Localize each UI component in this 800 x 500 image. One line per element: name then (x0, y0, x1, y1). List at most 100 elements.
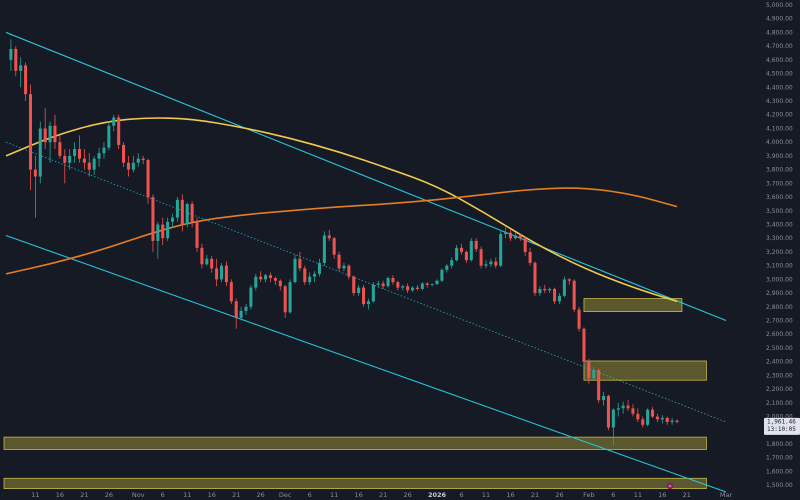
candle-body (567, 279, 571, 281)
candle (73, 142, 77, 163)
candle (548, 287, 552, 294)
candle-body (151, 197, 155, 241)
candle-body (587, 361, 591, 379)
candle-body (156, 224, 160, 241)
price-tag-price: 1,961.46 (767, 418, 796, 425)
price-axis[interactable]: 5,000.00 4,900.00 4,800.00 4,700.00 4,600.00… (766, 2, 793, 489)
candle-body (268, 275, 273, 278)
candle (494, 257, 498, 269)
candle-body (508, 232, 513, 239)
candle-body (631, 408, 635, 414)
candle-body (445, 265, 449, 270)
y-tick-label: 4,100.00 (766, 125, 793, 132)
candle (543, 284, 547, 294)
candle-body (73, 149, 77, 156)
candle (587, 358, 591, 384)
candle (415, 284, 419, 291)
candle-body (557, 295, 561, 302)
candle (425, 282, 429, 288)
candle-body (381, 283, 385, 287)
x-tick-label: 21 (683, 491, 691, 499)
candle (553, 287, 557, 305)
candle-body (308, 276, 312, 283)
candle-body (474, 240, 478, 250)
time-axis[interactable]: 11 16 21 26 Nov 6 11 16 21 26 Dec 6 11 16 21 26 2026 6 11 1… (31, 491, 732, 499)
candle-body (636, 413, 640, 420)
support-resistance-zone (3, 436, 707, 450)
candle (63, 149, 67, 184)
x-tick-label: 11 (482, 491, 490, 499)
moving-averages-layer (5, 117, 678, 303)
y-tick-label: 4,000.00 (766, 139, 793, 146)
candle-body (293, 258, 297, 283)
candle-body (43, 128, 47, 143)
y-tick-label: 1,800.00 (766, 441, 793, 448)
y-tick-label: 2,100.00 (766, 400, 793, 407)
candle-body (616, 408, 620, 410)
x-tick-label: 16 (506, 491, 514, 499)
candle (450, 257, 454, 269)
candle (474, 238, 478, 252)
candle-body (264, 275, 268, 280)
candle (146, 158, 150, 204)
x-tick-label: 26 (555, 491, 563, 499)
candle-body (24, 65, 28, 95)
candles-layer[interactable] (9, 39, 679, 446)
y-tick-label: 2,600.00 (766, 331, 793, 338)
candle (562, 276, 566, 298)
candle (567, 277, 571, 285)
x-tick-label: 11 (330, 491, 338, 499)
channel-line (5, 31, 727, 322)
candle-body (244, 306, 248, 311)
y-tick-label: 2,000.00 (766, 414, 793, 421)
y-tick-label: 1,600.00 (766, 468, 793, 475)
candle (675, 419, 679, 424)
candle (655, 413, 659, 423)
candle (249, 284, 253, 310)
y-tick-label: 3,200.00 (766, 249, 793, 256)
candle-body (126, 162, 130, 170)
candle-body (327, 235, 331, 239)
candle-body (469, 240, 473, 261)
candle-body (450, 260, 454, 266)
candle (234, 298, 238, 329)
candle (210, 256, 214, 273)
candle (508, 229, 513, 241)
candle (264, 273, 268, 283)
candle-body (602, 395, 606, 401)
candle (87, 153, 91, 177)
candle (352, 275, 356, 296)
x-tick-label: 21 (80, 491, 88, 499)
candle-body (411, 287, 415, 291)
candle (371, 282, 375, 303)
y-tick-label: 4,600.00 (766, 57, 793, 64)
candle-body (229, 282, 233, 302)
candle-body (675, 420, 679, 422)
candle-body (332, 238, 336, 255)
candle-body (592, 369, 596, 379)
candle-body (175, 199, 179, 218)
candle (391, 275, 395, 285)
x-tick-label: 11 (183, 491, 191, 499)
candle (489, 258, 493, 268)
y-tick-label: 3,100.00 (766, 263, 793, 270)
candle-body (14, 48, 18, 71)
candle-body (259, 276, 263, 280)
candle-body (317, 262, 321, 274)
candle (557, 293, 561, 305)
candle (205, 254, 209, 266)
candle (528, 247, 532, 266)
candle-body (107, 125, 111, 148)
y-tick-label: 3,300.00 (766, 235, 793, 242)
candle-body (347, 265, 351, 277)
candle (636, 408, 640, 423)
candle-body (131, 162, 135, 170)
candle-body (459, 247, 464, 252)
candle-body (357, 287, 361, 294)
candle (332, 236, 336, 259)
y-tick-label: 3,900.00 (766, 153, 793, 160)
x-tick-label: 16 (355, 491, 363, 499)
y-tick-label: 2,400.00 (766, 359, 793, 366)
